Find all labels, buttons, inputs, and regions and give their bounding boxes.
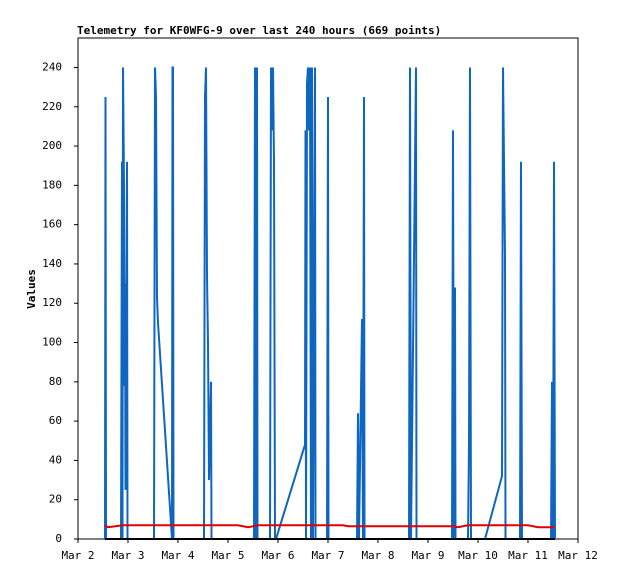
x-tick-label: Mar 8 [361,549,394,562]
y-tick-label: 120 [42,296,62,309]
y-tick-label: 220 [42,100,62,113]
x-tick-label: Mar 9 [411,549,444,562]
x-tick-label: Mar 3 [111,549,144,562]
y-tick-label: 20 [49,493,62,506]
y-tick-label: 80 [49,375,62,388]
x-tick-label: Mar 10 [458,549,498,562]
y-tick-label: 180 [42,178,62,191]
y-tick-label: 60 [49,414,62,427]
y-tick-label: 100 [42,336,62,349]
series-line [104,524,555,529]
y-axis-label: Values [25,269,38,309]
series-line [104,66,556,540]
x-tick-label: Mar 12 [558,549,598,562]
x-tick-label: Mar 7 [311,549,344,562]
y-tick-label: 200 [42,139,62,152]
x-tick-label: Mar 2 [61,549,94,562]
x-tick-label: Mar 6 [261,549,294,562]
y-tick-label: 140 [42,257,62,270]
y-tick-label: 40 [49,453,62,466]
chart-title: Telemetry for KF0WFG-9 over last 240 hou… [77,24,441,37]
y-tick-label: 240 [42,60,62,73]
y-tick-label: 160 [42,218,62,231]
x-tick-label: Mar 4 [161,549,194,562]
y-tick-label: 0 [55,532,62,545]
x-tick-label: Mar 5 [211,549,244,562]
x-tick-label: Mar 11 [508,549,548,562]
